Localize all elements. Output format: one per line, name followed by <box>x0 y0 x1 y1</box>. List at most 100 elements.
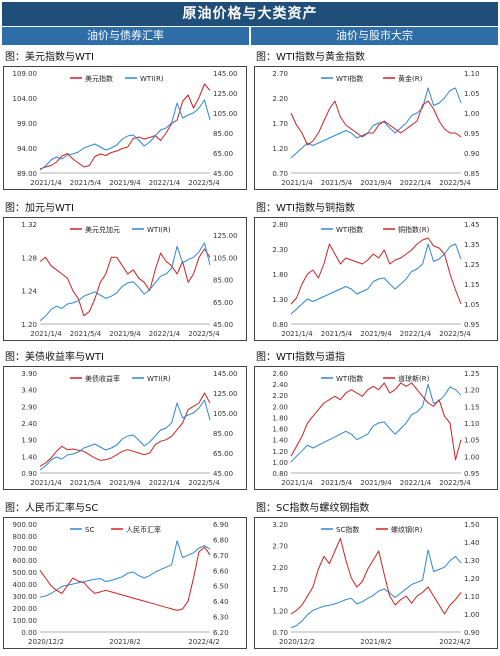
y-left-tick-label: 900.00 <box>13 521 38 529</box>
series-line-1 <box>39 399 211 471</box>
x-tick-label: 2022/4/2 <box>188 638 219 646</box>
y-left-tick-label: 1.24 <box>21 288 37 296</box>
page-title: 原油价格与大类资产 <box>2 2 498 26</box>
y-left-tick-label: 0.80 <box>272 321 288 329</box>
chart-title-usd-wti: 图：美元指数与WTI <box>5 52 94 63</box>
y-left-tick-label: 2.20 <box>272 95 288 103</box>
y-left-tick-label: 2.70 <box>272 70 288 78</box>
y-right-tick-label: 6.30 <box>213 614 229 622</box>
y-right-tick-label: 105.00 <box>213 254 238 262</box>
legend-label: 美债收益率 <box>85 374 120 383</box>
y-right-tick-label: 1.20 <box>464 575 480 583</box>
y-left-tick-label: 0.00 <box>21 629 37 637</box>
chart-rmb-sc: 0.00 100.00 200.00 300.00 400.00 500.00 600.00… <box>3 517 247 649</box>
x-tick-label: 2022/5/4 <box>188 479 220 487</box>
y-right-tick-label: 1.00 <box>464 611 480 619</box>
series-line-1 <box>290 237 462 305</box>
y-right-tick-label: 1.25 <box>464 261 480 269</box>
x-tick-label: 2021/1/4 <box>281 179 313 187</box>
y-right-tick-label: 125.00 <box>213 232 238 240</box>
chart-sc-rebar: 0.70 1.20 1.70 2.20 2.70 3.20 0.90 1.00 1.10 1.20… <box>254 517 498 649</box>
x-tick-label: 2022/5/4 <box>439 479 471 487</box>
y-left-tick-label: 700.00 <box>13 545 38 553</box>
legend-label: WTI指数 <box>336 374 363 383</box>
y-left-tick-label: 99.00 <box>17 120 37 128</box>
legend-label: 道琼斯(R) <box>398 374 430 383</box>
y-left-tick-label: 0.70 <box>272 629 288 637</box>
y-left-tick-label: 3.20 <box>272 521 288 529</box>
y-left-tick-label: 2.40 <box>272 381 288 389</box>
y-left-tick-label: 2.30 <box>272 246 288 254</box>
y-left-tick-label: 400.00 <box>13 581 38 589</box>
x-tick-label: 2022/1/4 <box>149 179 181 187</box>
x-tick-label: 2021/1/4 <box>281 479 313 487</box>
y-left-tick-label: 1.80 <box>272 271 288 279</box>
x-tick-label: 2021/5/4 <box>321 330 353 338</box>
y-left-tick-label: 0.70 <box>272 170 288 178</box>
x-tick-label: 2022/1/4 <box>400 179 432 187</box>
y-left-tick-label: 109.00 <box>13 70 38 78</box>
y-right-tick-label: 1.10 <box>464 70 480 78</box>
x-tick-label: 2021/1/4 <box>30 179 62 187</box>
y-left-tick-label: 2.00 <box>272 403 288 411</box>
series-line-1 <box>39 99 211 171</box>
x-tick-label: 2021/5/4 <box>321 179 353 187</box>
chart-title-rmb-sc: 图：人民币汇率与SC <box>5 503 99 514</box>
y-left-tick-label: 3.90 <box>21 370 37 378</box>
y-left-tick-label: 2.20 <box>272 392 288 400</box>
y-right-tick-label: 1.50 <box>464 521 480 529</box>
y-left-tick-label: 2.40 <box>21 420 37 428</box>
y-right-tick-label: 1.30 <box>464 557 480 565</box>
y-left-tick-label: 2.80 <box>272 221 288 229</box>
x-tick-label: 2022/4/2 <box>439 638 470 646</box>
y-right-tick-label: 1.15 <box>464 281 480 289</box>
x-tick-label: 2022/1/4 <box>400 479 432 487</box>
y-right-tick-label: 85.00 <box>213 277 233 285</box>
left-column-header: 油价与债券汇率 <box>2 27 249 45</box>
y-right-tick-label: 1.45 <box>464 221 480 229</box>
x-tick-label: 2021/8/2 <box>109 638 140 646</box>
y-left-tick-label: 1.40 <box>272 437 288 445</box>
legend-label: 螺纹钢(R) <box>391 525 423 534</box>
y-right-tick-label: 1.00 <box>464 453 480 461</box>
legend-label: 铜指数(R) <box>398 225 430 234</box>
x-tick-label: 2021/9/4 <box>109 330 141 338</box>
x-tick-label: 2022/5/4 <box>439 179 471 187</box>
y-right-tick-label: 6.90 <box>213 521 229 529</box>
y-left-tick-label: 0.80 <box>272 470 288 478</box>
x-tick-label: 2021/9/4 <box>109 179 141 187</box>
y-left-tick-label: 1.20 <box>21 321 37 329</box>
y-right-tick-label: 1.10 <box>464 593 480 601</box>
right-column-header: 油价与股市大宗 <box>251 27 498 45</box>
y-right-tick-label: 0.95 <box>464 321 480 329</box>
series-line-1 <box>290 100 462 146</box>
y-right-tick-label: 1.25 <box>464 370 480 378</box>
chart-title-wti-copper: 图：WTI指数与铜指数 <box>256 203 355 214</box>
legend-label: 人民币汇率 <box>126 525 161 534</box>
x-tick-label: 2022/1/4 <box>149 479 181 487</box>
y-right-tick-label: 0.95 <box>464 130 480 138</box>
y-right-tick-label: 6.60 <box>213 567 229 575</box>
chart-svg: 0.80 1.00 1.20 1.40 1.60 1.80 2.00 2.20 2.40 2.60… <box>272 370 480 487</box>
legend-label: WTI指数 <box>336 225 363 234</box>
y-left-tick-label: 200.00 <box>13 605 38 613</box>
legend-label: SC <box>85 526 94 534</box>
y-left-tick-label: 2.20 <box>272 564 288 572</box>
y-right-tick-label: 105.00 <box>213 110 238 118</box>
y-right-tick-label: 45.00 <box>213 321 233 329</box>
y-left-tick-label: 1.28 <box>21 254 37 262</box>
chart-cad-wti: 1.20 1.24 1.28 1.32 45.00 65.00 85.00 105.00 125… <box>3 217 247 341</box>
y-right-tick-label: 6.40 <box>213 598 229 606</box>
y-left-tick-label: 1.40 <box>21 453 37 461</box>
y-right-tick-label: 45.00 <box>213 470 233 478</box>
y-left-tick-label: 300.00 <box>13 593 38 601</box>
y-right-tick-label: 65.00 <box>213 299 233 307</box>
y-left-tick-label: 100.00 <box>13 617 38 625</box>
x-tick-label: 2021/1/4 <box>281 330 313 338</box>
chart-svg: 1.20 1.24 1.28 1.32 45.00 65.00 85.00 105.00 125… <box>21 221 238 338</box>
chart-svg: 0.00 100.00 200.00 300.00 400.00 500.00 600.00… <box>13 521 229 646</box>
y-left-tick-label: 1.20 <box>272 607 288 615</box>
y-right-tick-label: 65.00 <box>213 150 233 158</box>
x-tick-label: 2021/9/4 <box>360 479 392 487</box>
